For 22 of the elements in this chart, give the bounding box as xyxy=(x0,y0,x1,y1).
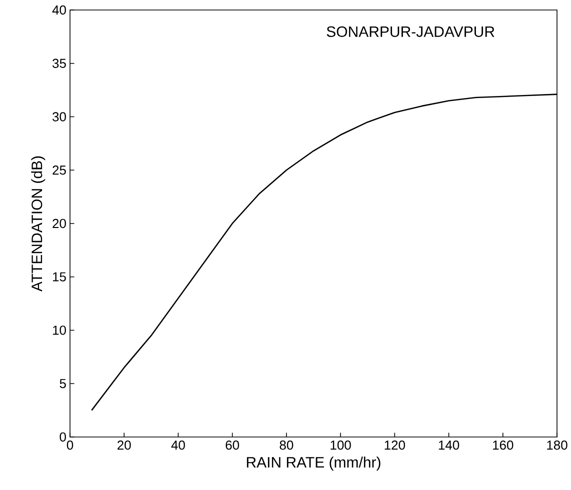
y-tick-label: 5 xyxy=(60,379,66,388)
x-tick-label: 160 xyxy=(493,440,514,450)
x-tick-label: 20 xyxy=(118,440,131,450)
x-axis-title: RAIN RATE (mm/hr) xyxy=(246,456,380,471)
y-tick-label: 15 xyxy=(53,272,66,282)
y-tick-label: 10 xyxy=(53,326,66,335)
annotation: SONARPUR-JADAVPUR xyxy=(326,26,494,37)
y-tick-label: 30 xyxy=(52,112,66,122)
y-tick-label: 20 xyxy=(52,218,66,228)
x-tick-label: 40 xyxy=(171,440,185,450)
y-tick-label: 35 xyxy=(52,58,66,68)
x-tick-label: 0 xyxy=(66,440,74,450)
x-tick-label: 80 xyxy=(280,440,294,450)
x-tick-label: 180 xyxy=(547,440,568,450)
y-tick-label: 0 xyxy=(60,432,66,442)
y-tick-label: 40 xyxy=(52,5,66,15)
x-tick-label: 140 xyxy=(438,440,460,450)
x-tick-label: 120 xyxy=(384,440,406,450)
x-tick-label: 100 xyxy=(330,440,351,450)
x-tick-label: 60 xyxy=(226,440,240,450)
y-axis-title: ATTENDATION (dB) xyxy=(31,156,46,292)
y-tick-label: 25 xyxy=(52,166,66,175)
